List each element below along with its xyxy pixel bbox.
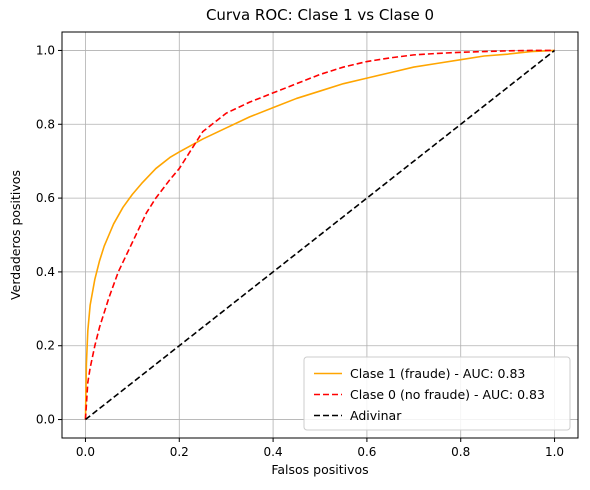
grid	[62, 32, 578, 438]
y-tick-label: 0.6	[36, 191, 55, 205]
series-line-0	[84, 49, 555, 420]
legend-box	[303, 356, 571, 431]
legend-entry-0: Clase 1 (fraude) - AUC: 0.83	[350, 366, 525, 381]
plot-lines	[84, 49, 556, 421]
legend: Clase 1 (fraude) - AUC: 0.83 Clase 0 (no …	[303, 356, 571, 431]
y-tick-label: 0.0	[36, 413, 55, 427]
series-line-2	[84, 49, 556, 421]
x-tick-label: 1.0	[545, 445, 564, 459]
axis-ticks: 0.0 0.2 0.4 0.6 0.8 1.0 0.0 0.2 0.4 0.6 0.8 1.0	[36, 43, 564, 459]
y-tick-label: 0.8	[36, 117, 55, 131]
x-tick-label: 0.4	[264, 445, 283, 459]
y-axis-label: Verdaderos positivos	[8, 170, 23, 300]
x-tick-label: 0.8	[451, 445, 470, 459]
legend-entry-1: Clase 0 (no fraude) - AUC: 0.83	[350, 387, 545, 402]
chart-title: Curva ROC: Clase 1 vs Clase 0	[206, 6, 434, 24]
x-tick-label: 0.0	[76, 445, 95, 459]
y-tick-label: 1.0	[36, 43, 55, 57]
plot-frame	[61, 31, 579, 439]
x-tick-label: 0.2	[170, 445, 189, 459]
legend-entry-2: Adivinar	[350, 408, 402, 423]
y-tick-label: 0.4	[36, 265, 55, 279]
x-axis-label: Falsos positivos	[271, 462, 368, 477]
x-tick-label: 0.6	[357, 445, 376, 459]
series-line-1	[84, 49, 555, 420]
y-tick-label: 0.2	[36, 339, 55, 353]
